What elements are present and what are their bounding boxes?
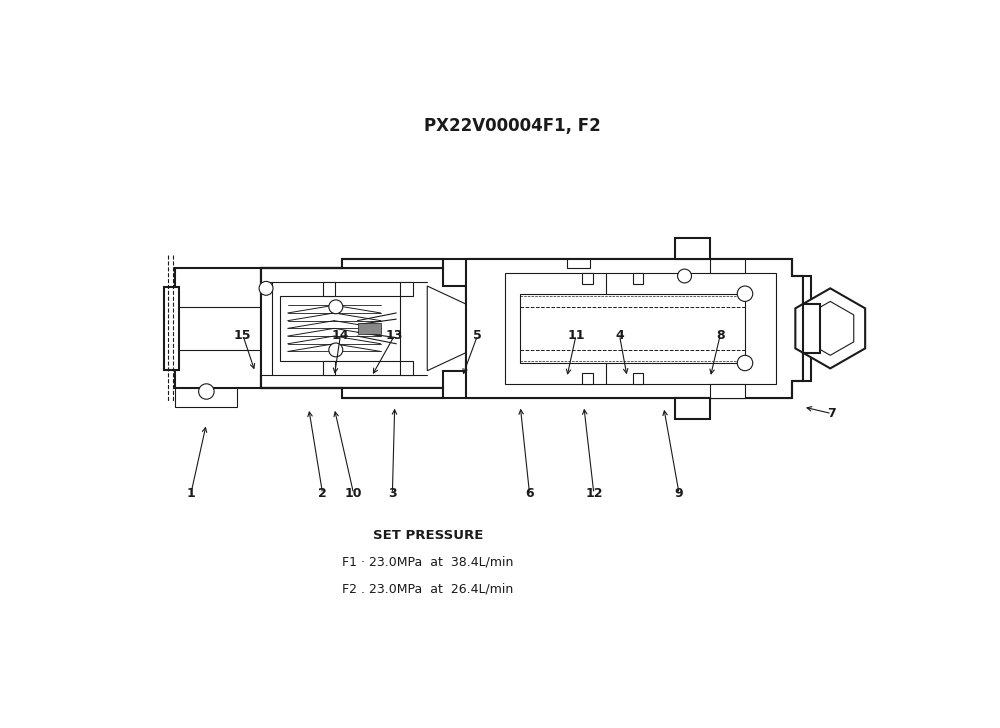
Text: 10: 10	[345, 487, 362, 500]
Bar	[358, 323, 381, 333]
Circle shape	[329, 300, 343, 314]
Bar	[323, 360, 335, 375]
Text: 9: 9	[675, 487, 683, 500]
Circle shape	[259, 282, 273, 296]
Polygon shape	[261, 269, 466, 389]
Bar	[803, 304, 820, 353]
Text: 12: 12	[585, 487, 603, 500]
Circle shape	[329, 343, 343, 357]
Bar	[582, 373, 593, 384]
Text: F1 · 23.0MPa  at  38.4L/min: F1 · 23.0MPa at 38.4L/min	[342, 555, 513, 569]
Bar	[520, 293, 745, 363]
Text: 8: 8	[716, 328, 725, 341]
Bar	[582, 273, 593, 284]
Bar	[633, 373, 643, 384]
Bar	[164, 287, 179, 370]
Circle shape	[737, 355, 753, 371]
Polygon shape	[261, 389, 443, 397]
Circle shape	[737, 286, 753, 301]
Polygon shape	[261, 259, 443, 269]
Text: SET PRESSURE: SET PRESSURE	[373, 529, 483, 542]
Polygon shape	[807, 301, 854, 355]
Polygon shape	[795, 288, 865, 368]
Bar	[505, 273, 776, 384]
Bar	[280, 296, 400, 360]
Text: 14: 14	[332, 328, 349, 341]
Bar	[323, 282, 335, 296]
Text: 11: 11	[567, 328, 585, 341]
Text: 1: 1	[186, 487, 195, 500]
Text: F2 . 23.0MPa  at  26.4L/min: F2 . 23.0MPa at 26.4L/min	[342, 582, 513, 596]
Bar	[633, 273, 643, 284]
Bar	[710, 259, 745, 273]
Text: 2: 2	[318, 487, 327, 500]
Bar	[675, 397, 710, 419]
Bar	[803, 276, 811, 381]
Bar	[400, 360, 413, 375]
Circle shape	[678, 269, 692, 283]
Bar	[675, 237, 710, 259]
Text: 3: 3	[388, 487, 397, 500]
Text: 7: 7	[827, 407, 836, 420]
Bar	[175, 389, 237, 407]
Text: 4: 4	[615, 328, 624, 341]
Text: 6: 6	[525, 487, 534, 500]
Bar	[175, 269, 261, 389]
Bar	[400, 282, 413, 296]
Bar	[567, 259, 590, 269]
Polygon shape	[427, 286, 505, 371]
Text: PX22V00004F1, F2: PX22V00004F1, F2	[424, 116, 601, 135]
Text: 5: 5	[473, 328, 482, 341]
Text: 15: 15	[234, 328, 252, 341]
Polygon shape	[466, 259, 803, 397]
Bar	[710, 384, 745, 397]
Text: 13: 13	[386, 328, 403, 341]
Circle shape	[199, 384, 214, 399]
